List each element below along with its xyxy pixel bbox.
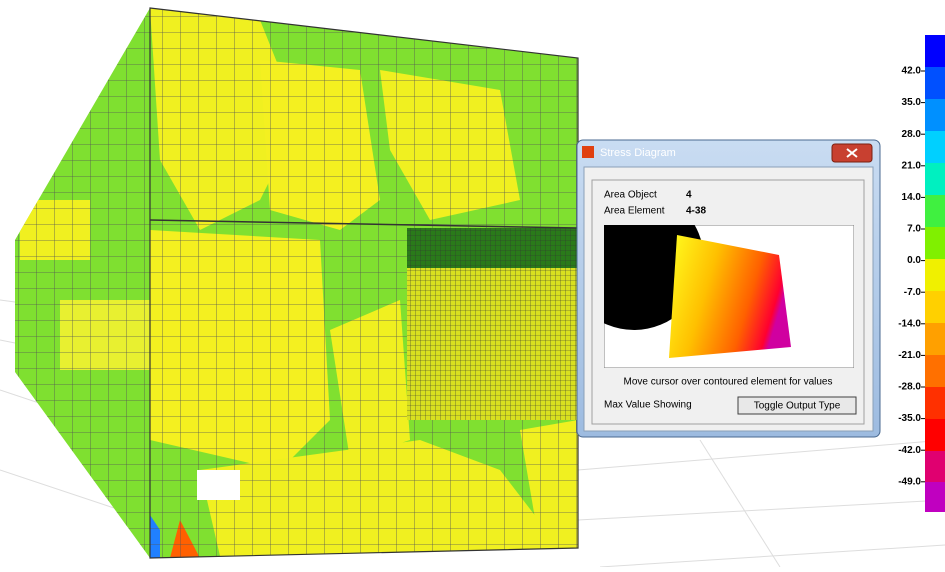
front-face <box>150 8 578 558</box>
legend-label: 14.0 <box>902 192 922 203</box>
button-label: Toggle Output Type <box>754 401 841 412</box>
legend-label: -7.0 <box>904 287 922 298</box>
legend-label: 28.0 <box>902 129 922 140</box>
legend-label: -35.0 <box>898 413 921 424</box>
legend-label: -28.0 <box>898 382 921 393</box>
legend-label: 0.0 <box>907 255 921 266</box>
close-icon <box>846 148 858 158</box>
legend: 42.0 35.0 28.0 21.0 14.0 7.0 0.0 -7.0 -14.0 -21.0… <box>898 35 945 512</box>
field-value: 4 <box>686 190 692 201</box>
dialog: Stress Diagram Area Object 4 Area Elemen… <box>576 139 881 438</box>
app-icon <box>582 146 594 158</box>
side-face <box>15 8 150 558</box>
legend-label: 42.0 <box>902 66 922 77</box>
legend-label: -42.0 <box>898 445 921 456</box>
field-value: 4-38 <box>686 206 706 217</box>
legend-label: -21.0 <box>898 350 921 361</box>
dialog-title: Stress Diagram <box>600 147 676 159</box>
field-label: Area Element <box>604 206 665 217</box>
status: Max Value Showing <box>604 400 692 411</box>
legend-label: 35.0 <box>902 97 922 108</box>
hint: Move cursor over contoured element for v… <box>624 377 833 388</box>
legend-label: -49.0 <box>898 476 921 487</box>
legend-label: -14.0 <box>898 318 921 329</box>
field-label: Area Object <box>604 190 657 201</box>
legend-label: 7.0 <box>907 224 921 235</box>
toggle-button[interactable] <box>737 396 857 415</box>
stress-diagram <box>604 225 854 368</box>
legend-label: 21.0 <box>902 160 922 171</box>
